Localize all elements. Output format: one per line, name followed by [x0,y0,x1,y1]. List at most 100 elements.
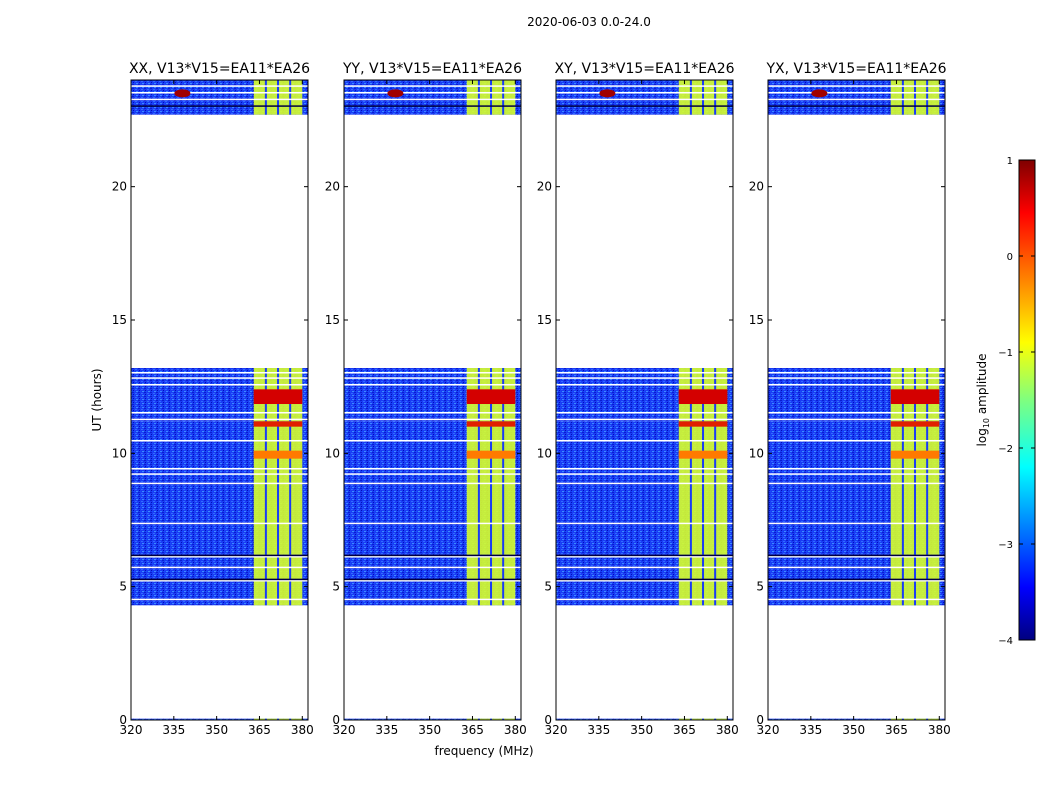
rfi-channel-gap [714,718,717,720]
rfi-channel-gap [702,421,705,464]
flag-line [556,85,733,87]
dark-line [131,105,308,107]
flag-line [131,468,308,470]
flag-line [768,522,945,525]
rfi-channel-gap [702,80,705,115]
flag-line [344,92,521,94]
hot-rfi-strip [678,389,728,404]
flag-line [344,372,521,374]
flag-line [768,580,945,582]
colorbar-ticks: 1 0 −1 −2 −3 −4 [998,156,1035,647]
flag-line [344,482,521,485]
rfi-channel-gap [689,718,692,720]
rfi-channel-gap [477,718,480,720]
flag-line [131,482,308,485]
x-tick-label: 335 [162,723,185,737]
rfi-channel-gap [689,421,692,464]
y-tick-label: 20 [749,180,764,194]
flag-line [131,556,308,558]
rfi-channel-gap [289,80,292,115]
panel-title: YY, V13*V15=EA11*EA26 [342,61,522,77]
colorbar-gradient [1018,159,1036,641]
flag-line [344,377,521,379]
dark-line [131,554,308,557]
x-tick-label: 365 [461,723,484,737]
x-axis-label: frequency (MHz) [434,744,533,758]
rfi-channel-gap [914,718,917,720]
x-tick-label: 320 [757,723,780,737]
flag-line [131,384,308,386]
flag-line [131,440,308,442]
y-tick-label: 20 [537,180,552,194]
rfi-spot [174,89,191,98]
flag-line [344,384,521,386]
plot-frame [767,79,946,721]
plot-frame [555,79,734,721]
dark-line [344,105,521,107]
colorbar-tick-label: 0 [1007,252,1013,263]
dark-line [556,554,733,557]
x-tick-label: 350 [842,723,865,737]
dark-line [768,554,945,557]
rfi-channel-gap [477,80,480,115]
y-tick-label: 0 [119,713,127,727]
flag-line [131,85,308,87]
panel-title: XX, V13*V15=EA11*EA26 [129,61,310,77]
flag-line [556,580,733,582]
rfi-channel-gap [689,464,692,555]
flag-line [768,85,945,87]
panel-title: XY, V13*V15=EA11*EA26 [554,61,734,77]
rfi-channel-gap [914,421,917,464]
flag-line [131,473,308,475]
y-tick-label: 0 [332,713,340,727]
x-tick-label: 335 [587,723,610,737]
flag-line [556,566,733,569]
colorbar: 10−1−2−3−4 log10 amplitude [975,156,1036,647]
y-tick-label: 5 [332,580,340,594]
flag-line [131,418,308,421]
flag-line [131,566,308,569]
colorbar-tick-label: 1 [1007,156,1013,167]
y-tick-label: 15 [537,313,552,327]
colorbar-label: log10 amplitude [975,354,991,447]
flag-line [344,440,521,442]
rfi-channel-gap [914,80,917,115]
rfi-channel-gap [490,421,493,464]
dark-line [131,578,308,581]
panel-xx: XX, V13*V15=EA11*EA26 320 335 350 365 380 0 5 10… [112,61,314,737]
panel-title: YX, V13*V15=EA11*EA26 [765,61,946,77]
hot-rfi-strip [890,421,940,427]
panel-xy: XY, V13*V15=EA11*EA26 320 335 350 365 380 0 5 10… [537,61,739,737]
flag-line [344,85,521,87]
y-tick-label: 5 [756,580,764,594]
rfi-channel-gap [914,464,917,555]
rfi-channel-gap [264,464,267,555]
y-tick-label: 15 [749,313,764,327]
rfi-channel-gap [289,718,292,720]
dark-line [768,105,945,107]
flag-line [768,566,945,569]
x-tick-label: 380 [504,723,527,737]
x-tick-label: 365 [248,723,271,737]
data-segment [768,718,945,720]
x-tick-label: 365 [885,723,908,737]
y-tick-label: 15 [112,313,127,327]
flag-line [131,98,308,101]
rfi-channel-gap [502,421,505,464]
rfi-channel-gap [926,80,929,115]
rfi-channel-gap [901,464,904,555]
flag-line [344,418,521,421]
flag-line [768,372,945,374]
y-tick-label: 10 [537,446,552,460]
y-tick-label: 10 [749,446,764,460]
flag-line [556,92,733,94]
flag-line [131,372,308,374]
colorbar-tick-label: −1 [998,348,1013,359]
flag-line [344,580,521,582]
colorbar-tick-label: −4 [998,636,1013,647]
flag-line [768,384,945,386]
rfi-channel-gap [502,464,505,555]
rfi-channel-gap [502,718,505,720]
flag-line [556,384,733,386]
